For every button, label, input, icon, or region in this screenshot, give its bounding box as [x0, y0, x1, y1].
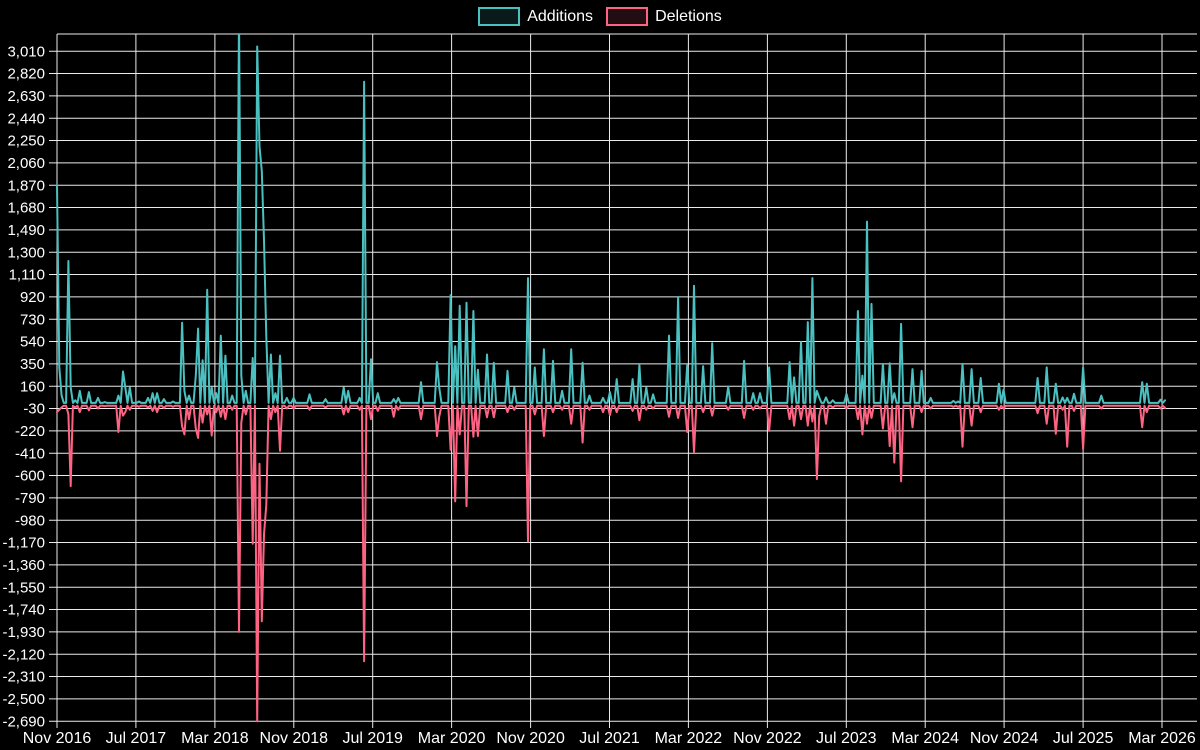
- y-tick-label: -220: [15, 423, 45, 440]
- y-tick-label: 920: [20, 289, 45, 306]
- x-tick-label: Jul 2023: [816, 730, 877, 747]
- y-tick-label: 730: [20, 311, 45, 328]
- x-tick-label: Nov 2022: [733, 730, 802, 747]
- y-tick-label: -2,500: [2, 691, 45, 708]
- chart-legend: Additions Deletions: [0, 7, 1200, 26]
- y-tick-label: -1,170: [2, 535, 45, 552]
- y-tick-label: 3,010: [7, 43, 45, 60]
- y-tick-label: -2,690: [2, 713, 45, 730]
- y-tick-label: 1,680: [7, 200, 45, 217]
- gridlines: [49, 33, 1197, 728]
- y-tick-label: -790: [15, 490, 45, 507]
- y-tick-label: -1,930: [2, 624, 45, 641]
- y-tick-label: -30: [23, 401, 45, 418]
- legend-deletions-label: Deletions: [655, 8, 722, 25]
- y-tick-label: -980: [15, 512, 45, 529]
- y-tick-label: -2,120: [2, 646, 45, 663]
- y-tick-label: -2,310: [2, 669, 45, 686]
- y-tick-label: 2,250: [7, 133, 45, 150]
- y-tick-label: 540: [20, 334, 45, 351]
- y-tick-label: -1,360: [2, 557, 45, 574]
- y-tick-label: 2,820: [7, 66, 45, 83]
- x-tick-label: Jul 2021: [579, 730, 640, 747]
- x-tick-label: Mar 2026: [1128, 730, 1196, 747]
- x-tick-label: Nov 2018: [260, 730, 329, 747]
- y-tick-label: 1,110: [9, 267, 45, 284]
- y-tick-label: -1,740: [2, 602, 45, 619]
- x-tick-label: Mar 2020: [418, 730, 486, 747]
- x-tick-label: Jul 2017: [106, 730, 167, 747]
- x-tick-label: Jul 2025: [1053, 730, 1114, 747]
- legend-item-additions[interactable]: Additions: [478, 7, 593, 26]
- x-tick-label: Nov 2024: [970, 730, 1039, 747]
- deletions-line: [56, 404, 1166, 723]
- x-tick-label: Mar 2022: [655, 730, 723, 747]
- y-tick-label: -1,550: [2, 579, 45, 596]
- additions-line: [56, 34, 1166, 404]
- x-axis-tick-labels: Nov 2016 Jul 2017 Mar 2018 Nov 2018 Jul 2019…: [23, 730, 1196, 747]
- y-tick-label: -410: [15, 445, 45, 462]
- x-tick-label: Jul 2019: [342, 730, 403, 747]
- legend-item-deletions[interactable]: Deletions: [606, 7, 722, 26]
- y-tick-label: 1,870: [7, 177, 45, 194]
- deletions-swatch: [606, 7, 649, 26]
- y-tick-label: 160: [20, 378, 45, 395]
- x-tick-label: Nov 2016: [23, 730, 92, 747]
- x-tick-label: Nov 2020: [496, 730, 565, 747]
- y-tick-label: 2,630: [7, 88, 45, 105]
- additions-swatch: [478, 7, 521, 26]
- y-axis-tick-labels: 3,010 2,820 2,630 2,440 2,250 2,060 1,870 1,680…: [2, 43, 45, 730]
- y-tick-label: 1,490: [7, 222, 45, 239]
- y-tick-label: 350: [20, 356, 45, 373]
- x-tick-label: Mar 2024: [891, 730, 959, 747]
- y-tick-label: 1,300: [7, 244, 45, 261]
- y-tick-label: 2,060: [7, 155, 45, 172]
- legend-additions-label: Additions: [527, 8, 594, 25]
- y-tick-label: 2,440: [7, 110, 45, 127]
- y-tick-label: -600: [15, 468, 45, 485]
- x-tick-label: Mar 2018: [181, 730, 249, 747]
